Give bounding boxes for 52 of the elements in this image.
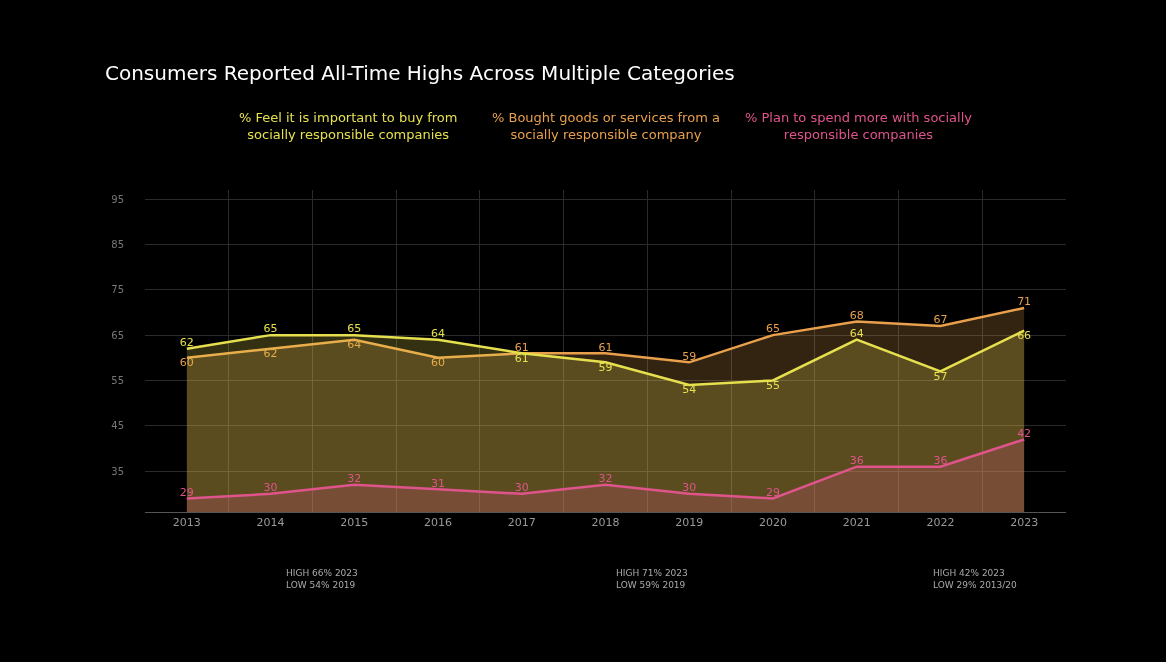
data-label: 71 — [1017, 295, 1032, 309]
data-label: 60 — [431, 356, 446, 370]
y-tick-label: 35 — [111, 465, 124, 477]
data-label: 54 — [682, 383, 697, 397]
x-tick-label: 2013 — [172, 516, 201, 530]
data-label: 62 — [179, 335, 194, 349]
chart-title: Consumers Reported All-Time Highs Across Multiple Categories — [104, 61, 735, 86]
data-label: 60 — [179, 356, 194, 370]
x-tick-label: 2020 — [758, 516, 787, 530]
text: HIGH 71% 2023 LOW 59% 2019 — [616, 568, 688, 590]
text: HIGH 42% 2023 LOW 29% 2013/20 — [933, 568, 1018, 590]
x-tick-label: 2021 — [842, 516, 871, 530]
x-tick-label: 2022 — [926, 516, 955, 530]
x-tick-label: 2015 — [340, 516, 369, 530]
text: % Feel it is important to buy from socially responsible companies — [239, 110, 458, 142]
data-label: 64 — [431, 326, 446, 340]
y-tick-label: 95 — [111, 193, 124, 205]
text: % Bought goods or services from a socially responsible company — [492, 110, 720, 142]
data-label: 61 — [514, 340, 529, 354]
x-tick-label: 2016 — [424, 516, 453, 530]
data-label: 65 — [263, 322, 278, 336]
data-label: 61 — [514, 351, 529, 365]
x-tick-label: 2017 — [507, 516, 536, 530]
data-label: 30 — [682, 481, 697, 495]
data-label: 30 — [263, 481, 278, 495]
text: HIGH 66% 2023 LOW 54% 2019 — [286, 568, 358, 590]
data-label: 61 — [598, 340, 613, 354]
data-label: 67 — [933, 313, 948, 327]
data-label: 59 — [682, 349, 697, 363]
data-label: 65 — [347, 322, 362, 336]
data-label: 57 — [933, 369, 948, 383]
y-tick-label: 85 — [111, 238, 124, 250]
data-label: 36 — [849, 453, 864, 467]
y-tick-label: 55 — [111, 374, 124, 386]
data-label: 36 — [933, 453, 948, 467]
data-label: 32 — [598, 472, 613, 486]
data-label: 29 — [179, 485, 194, 499]
x-tick-label: 2023 — [1010, 516, 1039, 530]
data-label: 65 — [765, 322, 780, 336]
data-label: 64 — [849, 326, 864, 340]
text: % Plan to spend more with socially responsible companies — [745, 110, 973, 142]
data-label: 32 — [347, 472, 362, 486]
data-label: 31 — [431, 476, 446, 490]
y-tick-label: 65 — [111, 329, 124, 341]
x-tick-label: 2014 — [256, 516, 285, 530]
x-tick-label: 2018 — [591, 516, 620, 530]
data-label: 68 — [849, 308, 864, 322]
y-tick-label: 45 — [111, 420, 124, 432]
y-tick-label: 75 — [111, 284, 124, 296]
data-label: 29 — [765, 485, 780, 499]
data-label: 30 — [514, 481, 529, 495]
x-tick-label: 2019 — [675, 516, 704, 530]
